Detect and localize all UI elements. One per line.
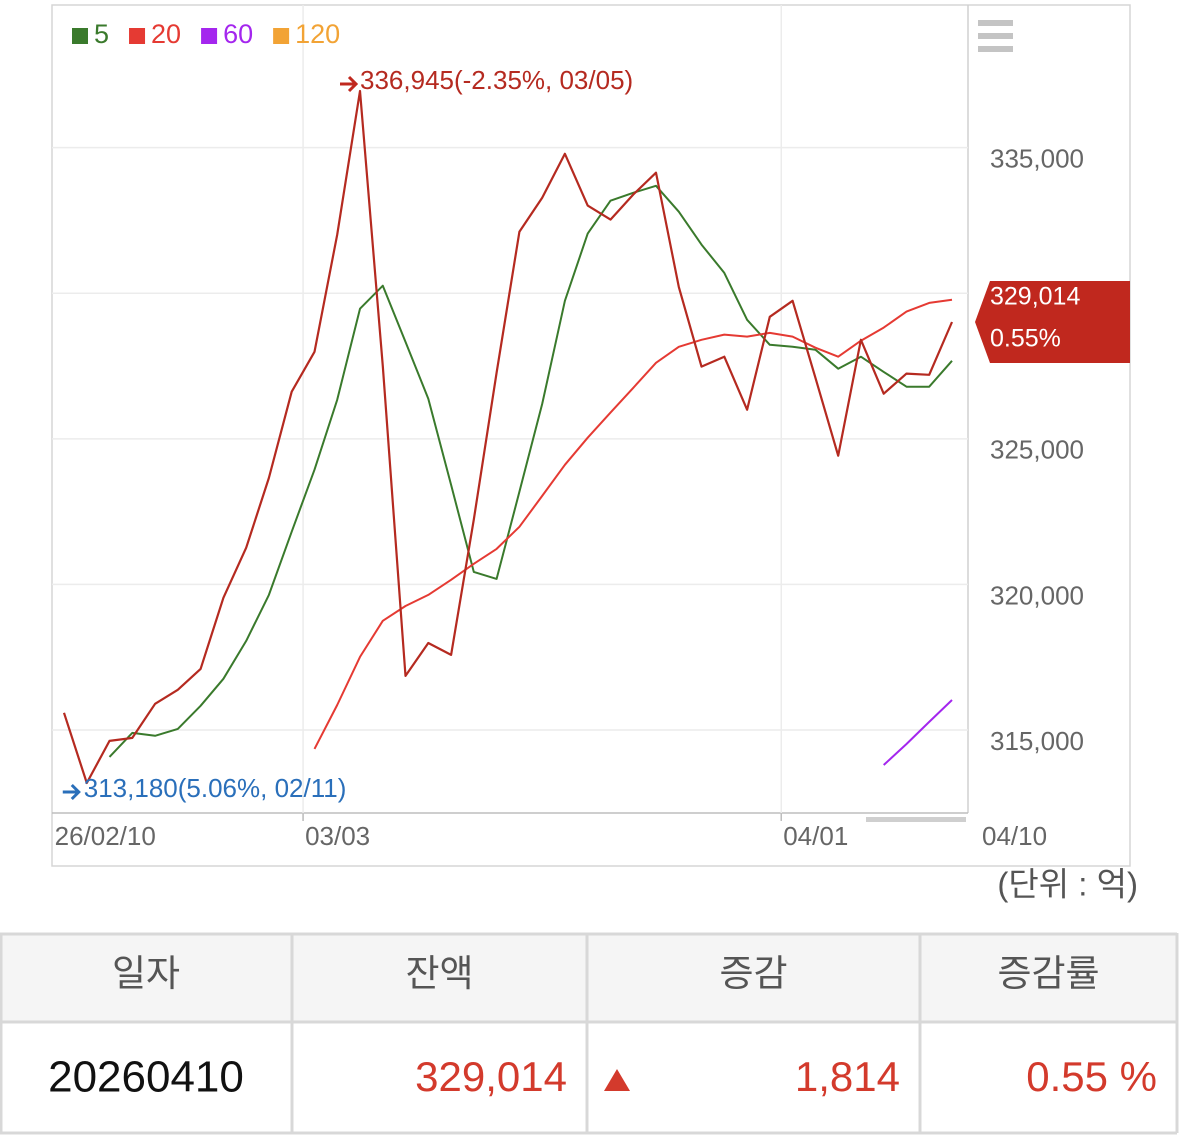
min-annotation: 313,180(5.06%, 02/11): [84, 773, 347, 803]
ma-line: [883, 699, 953, 766]
x-tick-label: 26/02/10: [55, 821, 156, 851]
scroll-handle[interactable]: [866, 817, 966, 822]
legend-label: 5: [94, 19, 109, 49]
x-tick-label: 04/10: [982, 821, 1047, 851]
table-header: 잔액: [405, 953, 473, 994]
menu-icon[interactable]: [978, 20, 1013, 52]
table-cell: 1,814: [795, 1053, 900, 1100]
ma-line: [313, 298, 953, 750]
annotation-arrow: [340, 75, 359, 93]
y-tick-label: 320,000: [990, 580, 1084, 610]
annotation-arrow: [62, 783, 81, 801]
legend-swatch: [273, 28, 290, 44]
table-header: 증감: [719, 953, 787, 994]
legend-label: 20: [151, 19, 181, 49]
last-value-label: 329,014: [990, 283, 1080, 311]
balance-line: [62, 89, 954, 785]
table-header: 증감률: [997, 953, 1099, 994]
unit-label: (단위 : 억): [997, 866, 1138, 903]
x-tick-label: 03/03: [305, 821, 370, 851]
y-tick-label: 325,000: [990, 435, 1084, 465]
legend-swatch: [129, 28, 146, 44]
last-value-box: [975, 280, 1130, 363]
ma-line: [108, 184, 953, 758]
legend-label: 120: [295, 19, 340, 49]
up-triangle: [604, 1069, 630, 1091]
legend-swatch: [201, 28, 218, 44]
table-header: 일자: [112, 953, 180, 994]
legend-swatch: [72, 28, 88, 44]
max-annotation: 336,945(-2.35%, 03/05): [360, 65, 633, 95]
y-tick-label: 335,000: [990, 144, 1084, 174]
table-cell: 20260410: [48, 1053, 244, 1102]
y-tick-label: 315,000: [990, 726, 1084, 756]
last-change-label: 0.55%: [990, 325, 1061, 353]
legend-label: 60: [223, 19, 253, 49]
table-cell: 329,014: [415, 1053, 567, 1100]
table-cell: 0.55 %: [1026, 1053, 1157, 1100]
x-tick-label: 04/01: [783, 821, 848, 851]
